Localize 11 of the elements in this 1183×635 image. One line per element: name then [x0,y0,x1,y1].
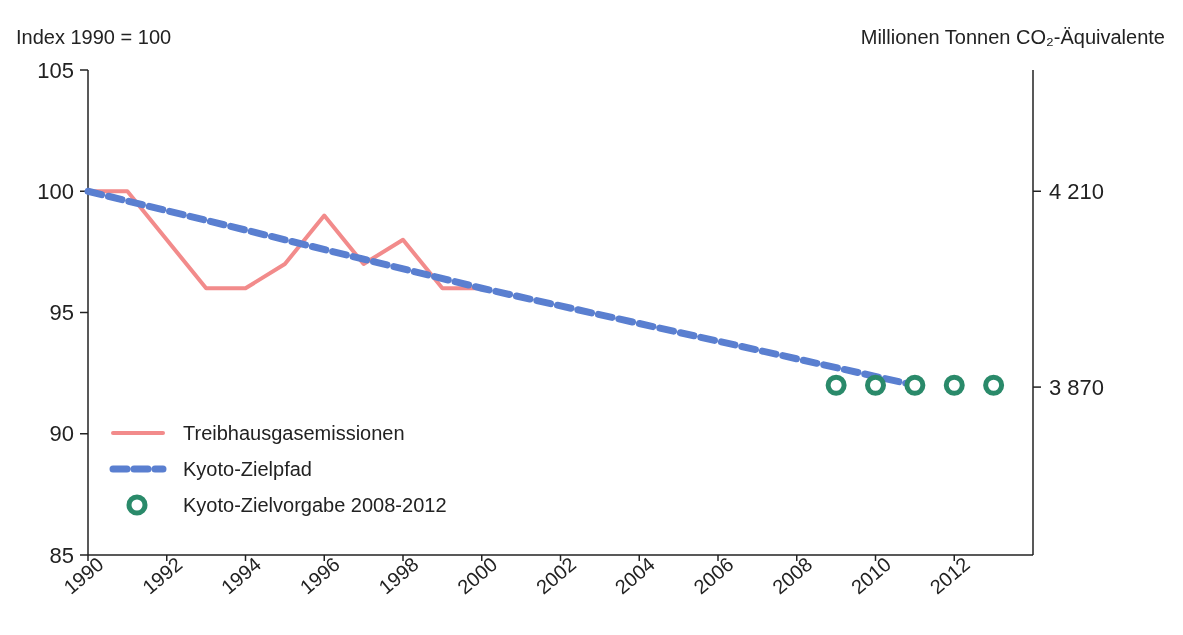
legend-label: Treibhausgasemissionen [183,422,405,444]
legend-label: Kyoto-Zielvorgabe 2008-2012 [183,494,447,516]
y2-tick-label: 4 210 [1049,178,1105,204]
y-axis-title: Index 1990 = 100 [16,26,172,48]
y-tick-label: 105 [37,57,74,83]
y-tick-label: 90 [49,421,74,447]
y2-tick-label: 3 870 [1049,374,1105,400]
y2-axis-title: Millionen Tonnen CO₂-Äquivalente [860,26,1165,48]
y-tick-label: 95 [49,300,74,326]
legend-label: Kyoto-Zielpfad [183,458,312,480]
y-tick-label: 100 [37,178,74,204]
